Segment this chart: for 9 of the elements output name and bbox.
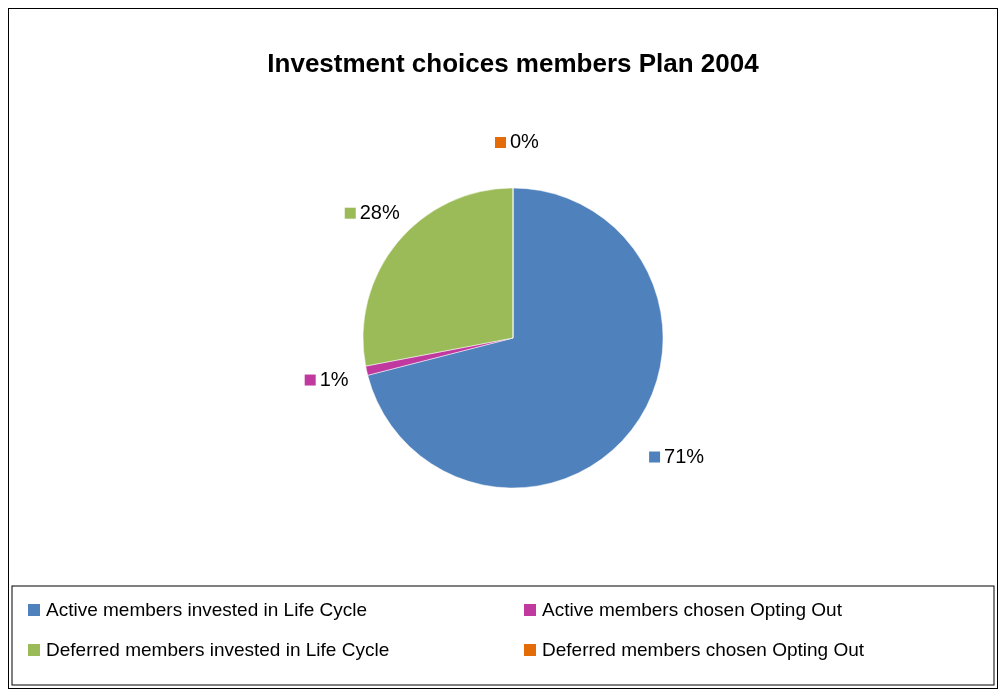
chart-title: Investment choices members Plan 2004 <box>267 48 760 78</box>
legend-label: Deferred members invested in Life Cycle <box>46 639 390 660</box>
legend-label: Deferred members chosen Opting Out <box>542 639 865 660</box>
legend-label: Active members invested in Life Cycle <box>46 599 368 620</box>
text: 0% <box>510 130 539 152</box>
legend-label: Active members chosen Opting Out <box>542 599 843 620</box>
data-label: 71% <box>664 444 705 467</box>
data-label: 1% <box>319 367 349 390</box>
data-label: 28% <box>359 200 400 223</box>
